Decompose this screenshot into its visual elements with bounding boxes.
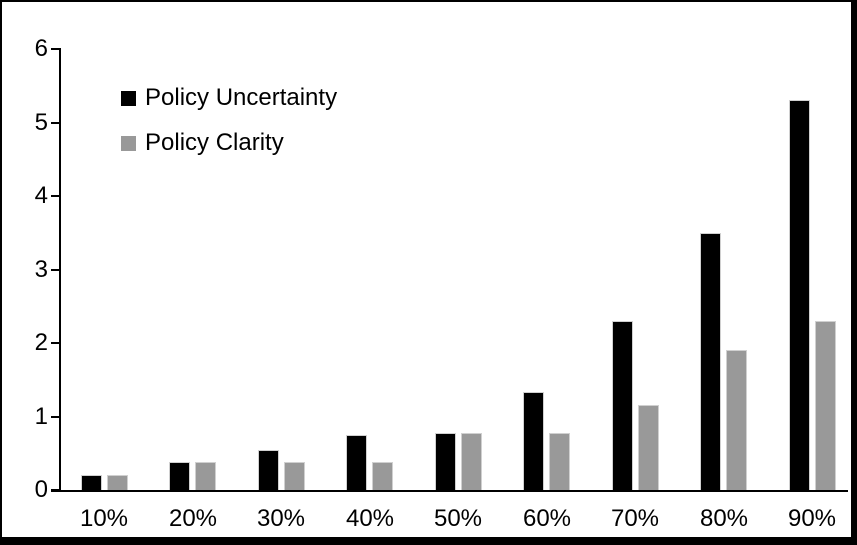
- legend-label-policy-uncertainty: Policy Uncertainty: [145, 84, 338, 111]
- x-tick-label: 90%: [787, 505, 837, 532]
- bar-clarity-40%: [372, 462, 393, 490]
- y-tick-label: 2: [34, 329, 48, 356]
- legend-swatch-gray-icon: [121, 135, 136, 151]
- x-tick-label: 40%: [345, 505, 395, 532]
- y-tick-label: 3: [34, 255, 48, 283]
- bar-clarity-10%: [107, 475, 128, 490]
- bar-clarity-80%: [726, 350, 747, 490]
- x-tick-label: 30%: [256, 505, 306, 532]
- y-tick: [51, 48, 59, 50]
- y-tick-label: 6: [34, 35, 48, 62]
- legend-swatch-black-icon: [121, 90, 136, 106]
- bar-uncertainty-60%: [523, 392, 544, 490]
- y-tick: [51, 195, 59, 197]
- bar-clarity-30%: [284, 462, 305, 490]
- x-tick-label: 70%: [610, 505, 660, 532]
- bar-clarity-90%: [815, 321, 836, 490]
- legend-item-policy-clarity: Policy Clarity: [121, 128, 284, 158]
- y-tick-label: 1: [34, 402, 48, 430]
- bar-uncertainty-70%: [612, 321, 633, 490]
- bar-uncertainty-80%: [700, 233, 721, 490]
- bar-clarity-50%: [461, 433, 482, 490]
- bar-clarity-60%: [549, 433, 570, 490]
- bar-uncertainty-20%: [169, 462, 190, 490]
- x-tick-label: 20%: [168, 505, 218, 532]
- bar-clarity-20%: [195, 462, 216, 490]
- x-tick-label: 10%: [79, 505, 129, 532]
- y-tick: [51, 121, 59, 124]
- x-tick-label: 50%: [433, 505, 483, 532]
- x-tick-label: 60%: [522, 505, 572, 532]
- legend-label-policy-clarity: Policy Clarity: [145, 129, 284, 156]
- y-axis-line: [59, 48, 61, 492]
- y-tick: [51, 268, 59, 271]
- y-tick-label: 4: [34, 182, 48, 209]
- y-tick-label: 5: [34, 108, 48, 136]
- y-tick: [51, 489, 59, 491]
- bar-uncertainty-50%: [435, 433, 456, 490]
- bar-uncertainty-40%: [346, 435, 367, 490]
- legend-item-policy-uncertainty: Policy Uncertainty: [121, 83, 337, 113]
- y-tick-label: 0: [34, 476, 48, 503]
- x-axis-line: [51, 490, 848, 492]
- bar-clarity-70%: [638, 405, 659, 490]
- bar-uncertainty-10%: [81, 475, 102, 490]
- bar-uncertainty-30%: [258, 450, 279, 490]
- y-tick: [51, 342, 59, 344]
- y-tick: [51, 415, 59, 418]
- bar-uncertainty-90%: [789, 100, 810, 490]
- x-tick-label: 80%: [699, 505, 749, 532]
